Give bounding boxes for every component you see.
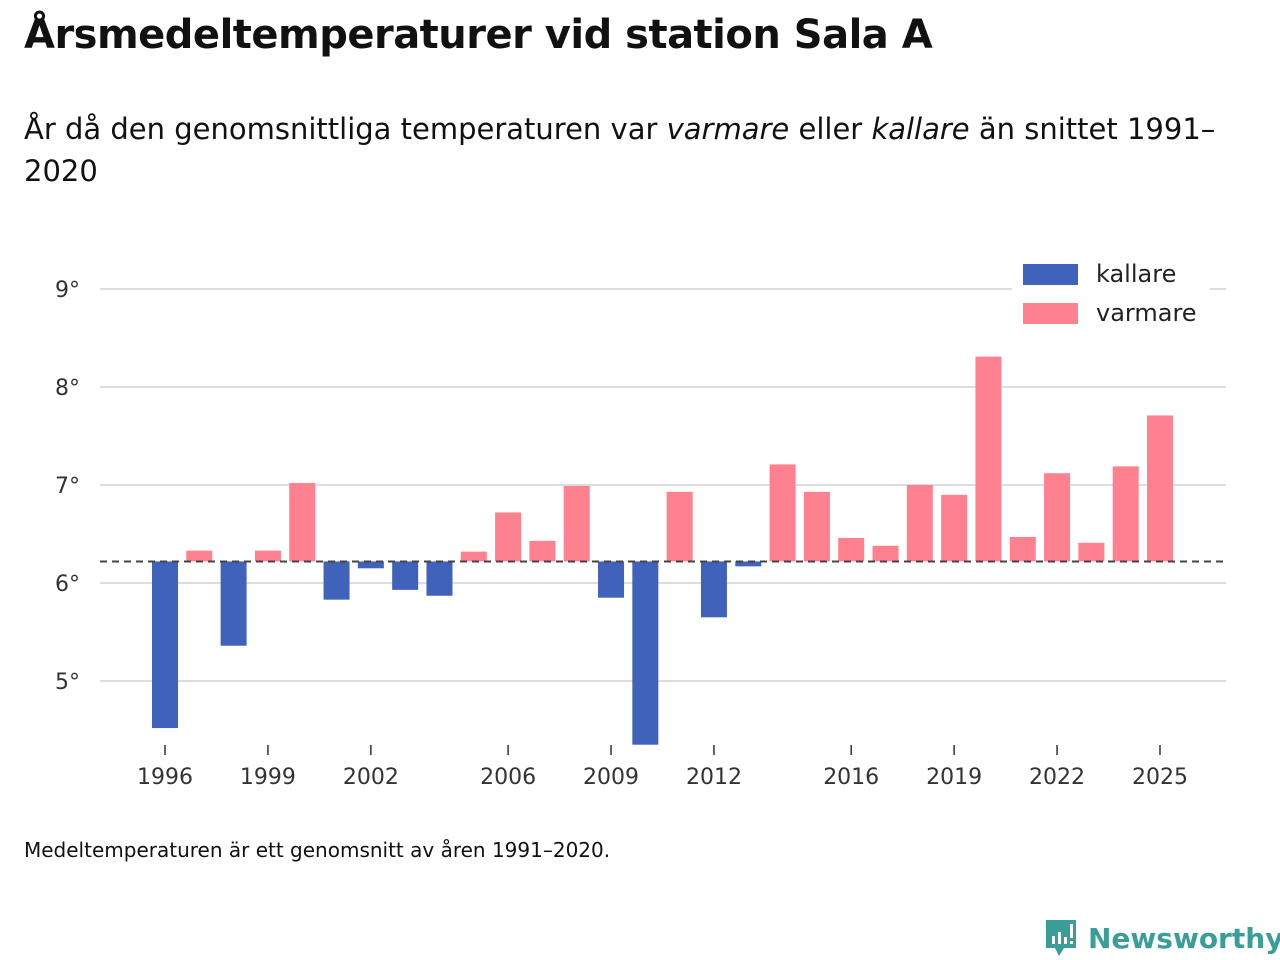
bar-2001 (323, 561, 350, 600)
bar-2003 (392, 561, 419, 590)
bar-2015 (803, 491, 830, 562)
y-tick-label: 5° (55, 670, 80, 695)
bar-2009 (598, 561, 625, 598)
bar-2012 (700, 561, 727, 618)
bar-2020 (975, 356, 1002, 562)
y-tick-label: 8° (55, 376, 80, 401)
chart-note: Medeltemperaturen är ett genomsnitt av å… (24, 838, 611, 862)
bar-2024 (1112, 466, 1139, 562)
bar-2008 (563, 485, 590, 562)
subtitle-colder: kallare (871, 112, 970, 146)
bar-1998 (220, 561, 247, 646)
bar-2025 (1146, 415, 1173, 562)
bar-1997 (186, 550, 213, 562)
subtitle-warmer: varmare (666, 112, 790, 146)
newsworthy-logo[interactable]: Newsworthy (1044, 918, 1280, 958)
bar-2018 (906, 485, 933, 562)
bar-2016 (838, 537, 865, 562)
logo-icon (1046, 920, 1076, 956)
brand-name: Newsworthy (1088, 921, 1280, 955)
bar-1996 (152, 561, 178, 729)
bar-2014 (769, 464, 796, 562)
bar-2013 (735, 561, 762, 567)
legend-label-kallare: kallare (1096, 260, 1176, 288)
x-tick-label: 2016 (823, 765, 879, 790)
bar-2021 (1009, 536, 1036, 562)
subtitle-text: än snittet 1991–2020 (24, 112, 1216, 188)
y-tick-label: 7° (55, 474, 80, 499)
x-tick-label: 2022 (1029, 765, 1085, 790)
subtitle-text: År då den genomsnittliga temperaturen va… (24, 112, 667, 146)
bar-2002 (357, 561, 384, 569)
bar-2007 (529, 540, 556, 562)
x-tick-label: 1996 (137, 765, 193, 790)
bar-1999 (254, 550, 281, 562)
x-tick-label: 2009 (583, 765, 639, 790)
legend-swatch-varmare (1023, 303, 1078, 324)
bar-2000 (289, 483, 316, 562)
bar-2004 (426, 561, 453, 596)
y-tick-label: 6° (55, 572, 80, 597)
x-tick-label: 1999 (240, 765, 296, 790)
bar-2011 (666, 491, 693, 562)
x-tick-label: 2006 (480, 765, 536, 790)
x-tick-label: 2025 (1132, 765, 1188, 790)
legend-label-varmare: varmare (1096, 299, 1197, 327)
x-tick-label: 2002 (343, 765, 399, 790)
bar-2017 (872, 545, 899, 562)
chart-title: Årsmedeltemperaturer vid station Sala A (24, 12, 933, 58)
chart-subtitle: År då den genomsnittliga temperaturen va… (24, 108, 1224, 192)
y-tick-label: 9° (55, 278, 80, 303)
bar-2022 (1044, 473, 1071, 562)
bar-2005 (460, 551, 487, 562)
x-tick-label: 2019 (926, 765, 982, 790)
bar-2023 (1078, 542, 1105, 562)
subtitle-text: eller (789, 112, 872, 146)
bar-2010 (632, 561, 659, 745)
x-tick-label: 2012 (686, 765, 742, 790)
bar-2006 (495, 512, 522, 562)
legend-swatch-kallare (1023, 264, 1078, 285)
bar-2019 (941, 494, 968, 562)
